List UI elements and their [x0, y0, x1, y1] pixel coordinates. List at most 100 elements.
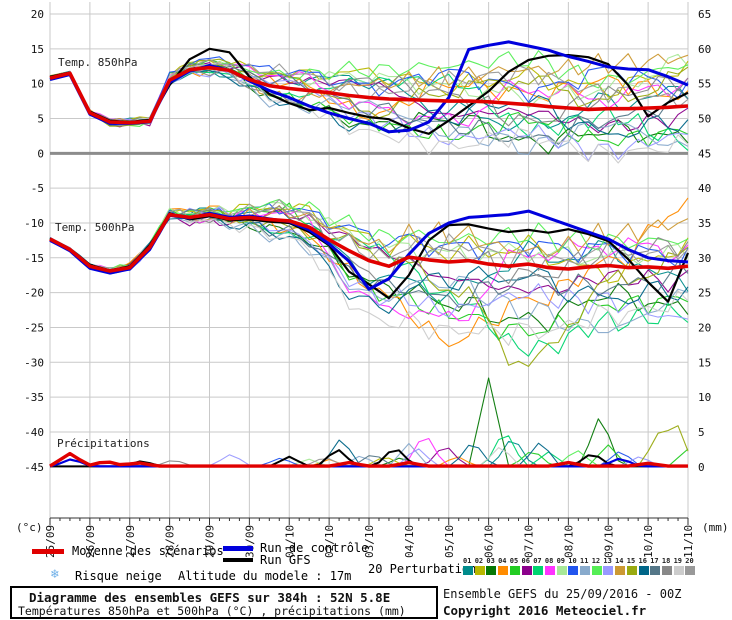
- perturbation-number-07: 07: [533, 557, 542, 565]
- y-tick-label-right: 10: [698, 391, 711, 404]
- y-tick-label-right: 0: [698, 461, 705, 474]
- copyright: Copyright 2016 Meteociel.fr: [443, 603, 647, 618]
- perturbation-swatch-01: [463, 566, 473, 575]
- y-tick-label-right: 60: [698, 43, 711, 56]
- x-date-label: 30/09: [243, 525, 256, 558]
- label-precip: Précipitations: [57, 437, 150, 450]
- title-box: Diagramme des ensembles GEFS sur 384h : …: [10, 586, 438, 619]
- perturbation-swatch-20: [685, 566, 696, 575]
- x-date-label: 07/10: [523, 525, 536, 558]
- y-tick-label-left: 15: [31, 43, 44, 56]
- perturbation-swatch-10: [568, 566, 579, 575]
- chart-title: Diagramme des ensembles GEFS sur 384h : …: [29, 590, 391, 605]
- y-tick-label-left: -20: [24, 287, 44, 300]
- x-date-label: 08/10: [562, 525, 575, 558]
- y-tick-label-right: 25: [698, 287, 711, 300]
- snow-risk-label: Risque neige: [75, 569, 162, 583]
- perturbation-swatch-07: [533, 566, 544, 575]
- y-tick-label-right: 15: [698, 356, 711, 369]
- perturbation-swatch-13: [603, 566, 614, 575]
- run-info: Ensemble GEFS du 25/09/2016 - 00Z: [443, 587, 682, 601]
- perturbation-swatch-12: [591, 566, 602, 575]
- x-date-label: 04/10: [403, 525, 416, 558]
- y-tick-label-right: 45: [698, 147, 711, 160]
- y-tick-label-right: 5: [698, 426, 705, 439]
- perturbation-number-05: 05: [509, 557, 519, 565]
- right-axis-unit: (mm): [702, 521, 729, 534]
- perturbation-swatch-16: [638, 566, 649, 575]
- chart-subtitle: Températures 850hPa et 500hPa (°C) , pré…: [18, 604, 406, 618]
- y-tick-label-right: 30: [698, 252, 711, 265]
- y-tick-label-left: 0: [37, 147, 44, 160]
- perturbation-swatch-18: [661, 566, 672, 575]
- perturbation-swatch-08: [544, 566, 555, 575]
- perturbation-number-13: 13: [603, 557, 612, 565]
- x-date-label: 05/10: [443, 525, 456, 558]
- perturbation-number-04: 04: [498, 557, 507, 565]
- y-tick-label-left: 20: [31, 8, 44, 21]
- perturbation-swatch-19: [673, 566, 684, 575]
- perturbation-swatch-17: [650, 566, 661, 575]
- x-date-label: 11/10: [682, 525, 695, 558]
- control-legend-label: Run de contrôle: [260, 541, 369, 555]
- mean-curve-850: [49, 65, 689, 125]
- x-date-label: 29/09: [204, 525, 217, 558]
- perturbation-number-14: 14: [615, 557, 624, 565]
- mean-legend-swatch: [32, 549, 64, 554]
- perturbation-number-15: 15: [626, 557, 636, 565]
- y-tick-label-left: -35: [24, 391, 44, 404]
- perturbation-swatch-03: [486, 566, 497, 575]
- gfs-legend-label: Run GFS: [260, 553, 311, 567]
- perturbations-label: 20 Perturbations: [368, 562, 484, 576]
- y-tick-label-right: 35: [698, 217, 711, 230]
- mean-curve-precip: [49, 451, 688, 468]
- perturbation-number-01: 01: [463, 557, 472, 565]
- y-tick-label-right: 40: [698, 182, 711, 195]
- x-date-label: 27/09: [124, 525, 137, 558]
- altitude-label: Altitude du modele : 17m: [178, 569, 352, 583]
- mean-legend-label: Moyenne des scénarios: [72, 544, 224, 558]
- perturbation-number-12: 12: [591, 557, 601, 565]
- x-date-label: 02/10: [323, 525, 336, 558]
- perturbation-number-19: 19: [673, 557, 683, 565]
- y-tick-label-left: -30: [24, 356, 44, 369]
- x-date-label: 10/10: [642, 525, 655, 558]
- perturbation-swatch-06: [521, 566, 532, 575]
- perturbation-number-11: 11: [580, 557, 589, 565]
- label-temp-850: Temp. 850hPa: [58, 56, 138, 69]
- control-legend-swatch: [223, 546, 253, 551]
- perturbation-swatch-14: [615, 566, 626, 575]
- gfs-legend-swatch: [223, 558, 253, 562]
- x-date-label: 03/10: [363, 525, 376, 558]
- y-tick-label-left: -5: [31, 182, 44, 195]
- perturbation-number-20: 20: [685, 557, 694, 565]
- y-tick-label-left: -15: [24, 252, 44, 265]
- mean-curve-500: [49, 212, 689, 273]
- y-tick-label-left: -25: [24, 321, 44, 334]
- perturbation-number-17: 17: [650, 557, 659, 565]
- perturbation-number-09: 09: [556, 557, 566, 565]
- perturbation-number-10: 10: [568, 557, 577, 565]
- perturbation-swatch-09: [556, 566, 567, 575]
- y-tick-label-left: 5: [37, 112, 44, 125]
- x-date-label: 28/09: [164, 525, 177, 558]
- perturbations-legend: 01 02 03 04 05 06 07 08 09 10 11 12 13 14 15 16 17 18 19 20: [463, 557, 703, 577]
- perturbation-swatch-15: [626, 566, 637, 575]
- y-tick-label-left: -40: [24, 426, 44, 439]
- x-date-label: 06/10: [483, 525, 496, 558]
- y-tick-label-right: 65: [698, 8, 711, 21]
- y-tick-label-left: 10: [31, 78, 44, 91]
- member-curve-850-10: [49, 56, 689, 123]
- x-date-label: 01/10: [283, 525, 296, 558]
- y-tick-label-left: -45: [24, 461, 44, 474]
- perturbation-number-16: 16: [638, 557, 647, 565]
- perturbation-number-06: 06: [521, 557, 530, 565]
- y-tick-label-right: 20: [698, 321, 711, 334]
- x-date-label: 26/09: [84, 525, 97, 558]
- perturbation-number-08: 08: [544, 557, 554, 565]
- snowflake-icon: ❄: [51, 567, 59, 582]
- left-axis-unit: (°c): [16, 521, 43, 534]
- y-tick-label-right: 50: [698, 112, 711, 125]
